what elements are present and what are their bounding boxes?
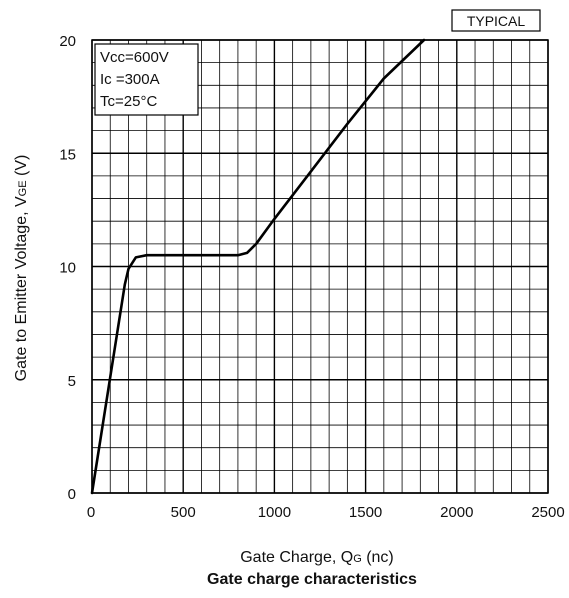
chart-caption: Gate charge characteristics	[207, 571, 417, 588]
x-tick-label: 0	[87, 504, 95, 521]
y-tick-label: 5	[68, 373, 76, 390]
series-layer	[90, 38, 426, 495]
y-tick-label: 20	[59, 33, 76, 50]
y-tick-label: 10	[59, 260, 76, 277]
series-line	[90, 38, 426, 495]
conditions-box	[94, 43, 199, 116]
condition-line: Tc=25°C	[100, 93, 157, 110]
typical-badge-box	[451, 9, 541, 32]
condition-line: Vcc=600V	[100, 49, 169, 66]
typical-badge: TYPICAL	[467, 13, 526, 29]
x-tick-label: 1500	[349, 504, 382, 521]
y-tick-label: 0	[68, 486, 76, 503]
x-tick-labels: 0 500 1000 1500 2000 2500	[87, 504, 565, 521]
x-tick-label: 1000	[258, 504, 291, 521]
x-tick-label: 500	[171, 504, 196, 521]
y-tick-label: 15	[59, 146, 76, 163]
x-axis-label: Gate Charge, QG (nc)	[240, 549, 394, 566]
y-axis-label: Gate to Emitter Voltage, VGE (V)	[13, 155, 30, 382]
plot-frame	[91, 39, 549, 494]
x-tick-label: 2500	[531, 504, 564, 521]
condition-line: Ic =300A	[100, 71, 160, 88]
conditions: Vcc=600V Ic =300A Tc=25°C	[100, 49, 169, 110]
y-tick-labels: 0 5 10 15 20	[59, 33, 76, 503]
x-tick-label: 2000	[440, 504, 473, 521]
